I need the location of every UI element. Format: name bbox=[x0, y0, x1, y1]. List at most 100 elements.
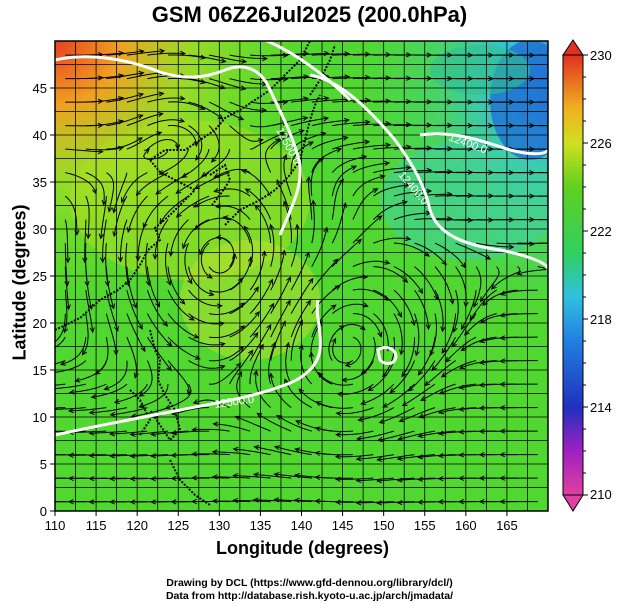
streamline-arrow bbox=[424, 251, 430, 257]
streamline-arrow bbox=[335, 410, 342, 417]
streamline-arrow bbox=[308, 277, 314, 284]
streamline-arrow bbox=[193, 224, 200, 231]
streamline bbox=[233, 448, 271, 456]
streamline bbox=[352, 144, 391, 150]
streamline-arrow bbox=[271, 341, 276, 348]
streamline-arrow bbox=[192, 399, 199, 405]
streamline-arrow bbox=[121, 197, 126, 204]
streamline-arrow bbox=[382, 402, 389, 408]
x-tick-label: 145 bbox=[332, 518, 354, 533]
streamline bbox=[113, 172, 128, 213]
streamline-arrow bbox=[268, 372, 274, 379]
streamline bbox=[408, 360, 436, 392]
streamline-arrow bbox=[28, 476, 33, 480]
streamline-arrow bbox=[355, 456, 362, 462]
streamline bbox=[250, 54, 288, 57]
streamline-arrow bbox=[281, 249, 287, 256]
streamline-arrow bbox=[65, 304, 71, 311]
streamline-arrow bbox=[213, 187, 220, 193]
streamline bbox=[358, 407, 395, 421]
streamline bbox=[64, 195, 78, 235]
streamline bbox=[176, 195, 210, 218]
streamline bbox=[290, 278, 314, 314]
streamline-arrow bbox=[384, 160, 391, 167]
streamline-arrow bbox=[364, 139, 371, 145]
streamline bbox=[253, 499, 292, 503]
streamline-arrow bbox=[132, 302, 138, 309]
streamline-arrow bbox=[104, 280, 110, 287]
contour-ring bbox=[376, 346, 398, 365]
contour-12400-north bbox=[419, 132, 548, 156]
streamline-arrow bbox=[384, 259, 391, 265]
streamline bbox=[352, 313, 382, 337]
streamline bbox=[332, 141, 370, 150]
streamline-arrow bbox=[356, 435, 363, 442]
streamline bbox=[300, 344, 313, 385]
streamline bbox=[131, 407, 169, 418]
streamline bbox=[368, 360, 395, 391]
streamline bbox=[377, 501, 415, 504]
streamline-arrow bbox=[401, 371, 407, 378]
streamline-arrow bbox=[294, 447, 301, 453]
streamline-arrow bbox=[335, 432, 341, 438]
streamline bbox=[165, 242, 171, 285]
streamline-arrow bbox=[323, 95, 330, 102]
streamline-arrow bbox=[294, 223, 301, 230]
streamline-arrow bbox=[478, 359, 485, 365]
streamline-arrow bbox=[63, 327, 69, 334]
streamline bbox=[188, 360, 225, 369]
streamline bbox=[110, 407, 148, 416]
streamline bbox=[106, 137, 143, 150]
streamline-arrow bbox=[499, 335, 506, 341]
streamline-arrow bbox=[125, 280, 131, 287]
streamline bbox=[85, 146, 124, 151]
streamline-arrow bbox=[67, 475, 74, 482]
streamline bbox=[311, 258, 338, 291]
streamline bbox=[209, 325, 245, 338]
streamline bbox=[290, 252, 310, 291]
streamline bbox=[311, 137, 348, 150]
streamline-arrow bbox=[273, 497, 280, 503]
height-contours bbox=[55, 41, 548, 437]
streamline bbox=[331, 323, 366, 338]
streamline bbox=[331, 179, 344, 220]
streamline bbox=[214, 188, 251, 197]
streamline bbox=[397, 454, 436, 460]
streamline-arrow bbox=[157, 111, 164, 117]
streamline-arrow bbox=[376, 478, 382, 484]
streamline bbox=[430, 313, 438, 356]
streamline bbox=[310, 352, 333, 385]
streamline-arrow bbox=[158, 91, 165, 97]
streamline-arrow bbox=[49, 387, 54, 391]
streamline bbox=[420, 383, 456, 401]
streamline-arrow bbox=[478, 405, 485, 411]
streamline-arrow bbox=[208, 291, 215, 297]
streamline-arrow bbox=[179, 117, 186, 123]
streamlines bbox=[28, 48, 548, 506]
streamline-arrow bbox=[67, 408, 74, 414]
streamline-arrow bbox=[330, 304, 337, 310]
streamline-arrow bbox=[376, 456, 383, 462]
streamline bbox=[126, 71, 164, 80]
streamline-arrow bbox=[47, 343, 52, 347]
streamline-arrow bbox=[90, 393, 97, 400]
streamline-arrow bbox=[298, 319, 303, 326]
streamline bbox=[182, 148, 210, 178]
streamline bbox=[167, 54, 206, 59]
streamline-arrow bbox=[219, 321, 226, 327]
streamline-arrow bbox=[479, 318, 486, 323]
streamline bbox=[245, 188, 272, 220]
streamline-arrow bbox=[175, 212, 182, 218]
streamline bbox=[229, 125, 263, 142]
streamline bbox=[194, 172, 230, 190]
streamline bbox=[55, 383, 86, 390]
streamline-arrow bbox=[441, 347, 447, 355]
streamline bbox=[85, 290, 94, 333]
streamline bbox=[184, 242, 193, 284]
streamline bbox=[126, 336, 137, 378]
streamline-arrow bbox=[410, 319, 416, 327]
streamline bbox=[274, 446, 312, 456]
streamline bbox=[188, 101, 223, 120]
streamline bbox=[208, 277, 243, 293]
streamline-arrow bbox=[341, 202, 347, 209]
